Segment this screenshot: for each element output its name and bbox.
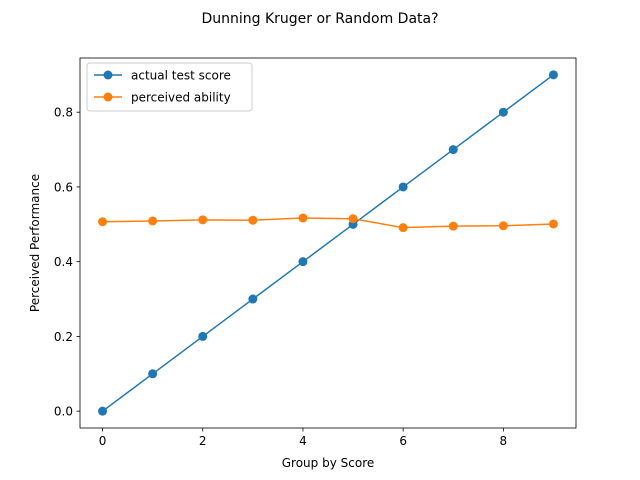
- series-perceived-ability: [98, 213, 558, 233]
- data-point-perceived-ability: [98, 217, 108, 227]
- chart-title: Dunning Kruger or Random Data?: [201, 11, 438, 27]
- legend: actual test score perceived ability: [86, 62, 253, 112]
- data-point-actual-test-score: [448, 145, 458, 155]
- legend-label-perceived-ability: perceived ability: [131, 91, 231, 105]
- data-point-perceived-ability: [148, 216, 158, 226]
- x-tick-label: 0: [99, 434, 107, 448]
- data-point-actual-test-score: [198, 331, 208, 341]
- series-line-actual-test-score: [102, 74, 554, 412]
- y-axis: 0.0 0.2 0.4 0.6 0.8: [54, 106, 80, 419]
- data-point-actual-test-score: [548, 70, 558, 80]
- x-tick-label: 6: [399, 434, 407, 448]
- legend-marker-actual-test-score: [103, 70, 113, 80]
- y-tick-label: 0.6: [54, 180, 73, 194]
- x-tick-label: 4: [299, 434, 307, 448]
- data-point-perceived-ability: [448, 221, 458, 231]
- data-point-perceived-ability: [298, 213, 308, 223]
- data-point-actual-test-score: [298, 257, 308, 267]
- data-point-perceived-ability: [348, 214, 358, 224]
- data-point-perceived-ability: [248, 215, 258, 225]
- data-point-actual-test-score: [98, 406, 108, 416]
- legend-box: [86, 62, 253, 112]
- y-tick-label: 0.0: [54, 405, 73, 419]
- data-point-perceived-ability: [198, 215, 208, 225]
- legend-marker-perceived-ability: [103, 92, 113, 102]
- data-point-actual-test-score: [148, 369, 158, 379]
- x-axis: 0 2 4 6 8: [99, 428, 507, 448]
- data-point-actual-test-score: [498, 107, 508, 117]
- x-tick-label: 2: [199, 434, 207, 448]
- legend-label-actual-test-score: actual test score: [131, 69, 231, 83]
- series-layer: [98, 70, 558, 416]
- data-point-perceived-ability: [398, 223, 408, 233]
- x-tick-label: 8: [500, 434, 508, 448]
- data-point-actual-test-score: [398, 182, 408, 192]
- y-tick-label: 0.8: [54, 106, 73, 120]
- y-tick-label: 0.4: [54, 255, 73, 269]
- y-axis-label: Perceived Performance: [28, 174, 42, 312]
- series-actual-test-score: [98, 70, 558, 416]
- data-point-perceived-ability: [548, 219, 558, 229]
- plot-area: [79, 57, 577, 429]
- y-tick-label: 0.2: [54, 330, 73, 344]
- plot-frame: [79, 57, 577, 429]
- series-line-perceived-ability: [102, 217, 554, 229]
- x-axis-label: Group by Score: [282, 456, 375, 470]
- data-point-perceived-ability: [498, 221, 508, 231]
- data-point-actual-test-score: [248, 294, 258, 304]
